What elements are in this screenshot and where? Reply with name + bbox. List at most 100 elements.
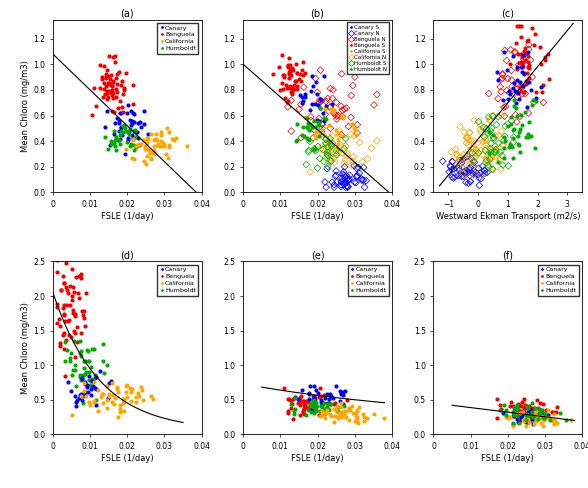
Point: [333, 407, 343, 415]
Point: [287, 400, 296, 407]
Point: [524, 52, 533, 60]
Title: (d): (d): [121, 251, 134, 261]
Point: [78, 399, 88, 407]
Point: [456, 170, 466, 178]
Point: [352, 413, 362, 421]
Point: [562, 416, 571, 424]
Point: [296, 134, 306, 142]
Point: [316, 145, 326, 153]
Point: [153, 140, 162, 147]
Point: [510, 48, 520, 56]
Point: [551, 407, 560, 415]
Point: [309, 145, 319, 153]
Point: [279, 73, 288, 81]
Point: [523, 48, 533, 56]
Point: [83, 347, 93, 355]
Point: [353, 407, 362, 415]
Point: [309, 397, 318, 405]
Point: [516, 63, 525, 71]
Point: [79, 315, 88, 323]
Point: [513, 22, 522, 30]
Point: [484, 158, 493, 165]
Point: [363, 155, 372, 163]
Point: [123, 136, 133, 143]
Point: [101, 73, 111, 81]
Point: [510, 409, 520, 417]
Point: [324, 395, 333, 403]
Point: [523, 69, 532, 77]
Point: [527, 24, 536, 32]
Point: [335, 127, 344, 135]
Point: [323, 400, 332, 407]
Point: [514, 405, 523, 413]
Point: [540, 414, 550, 422]
Point: [325, 137, 335, 145]
Point: [312, 134, 321, 142]
Point: [465, 129, 475, 137]
Point: [524, 405, 533, 412]
Point: [464, 141, 473, 149]
Point: [518, 90, 527, 98]
Point: [485, 155, 495, 163]
Point: [277, 51, 286, 59]
Point: [465, 129, 474, 137]
Point: [104, 80, 113, 87]
Point: [128, 154, 137, 162]
Point: [358, 176, 367, 184]
Point: [359, 163, 368, 171]
Point: [504, 162, 513, 170]
Point: [512, 104, 521, 112]
Point: [152, 131, 161, 139]
Point: [336, 413, 346, 421]
Point: [525, 417, 534, 425]
Point: [58, 272, 68, 280]
Point: [349, 157, 358, 165]
Point: [315, 104, 325, 112]
Point: [532, 409, 542, 417]
Point: [85, 372, 94, 380]
Point: [513, 89, 523, 97]
Point: [90, 374, 99, 382]
Point: [305, 124, 315, 132]
Point: [462, 168, 471, 176]
Point: [504, 122, 513, 129]
Point: [342, 396, 352, 404]
Point: [509, 408, 518, 416]
Point: [472, 170, 482, 178]
Point: [525, 408, 534, 416]
Point: [68, 306, 78, 314]
Point: [141, 142, 150, 150]
Point: [106, 137, 115, 144]
Point: [328, 139, 337, 147]
Point: [296, 91, 305, 99]
Point: [309, 393, 319, 401]
Point: [286, 84, 295, 92]
Point: [536, 61, 546, 68]
Point: [499, 143, 509, 151]
Point: [119, 121, 129, 129]
Point: [338, 114, 348, 122]
Point: [119, 398, 129, 406]
Point: [305, 138, 315, 145]
Point: [116, 140, 125, 147]
Point: [540, 57, 550, 64]
Point: [474, 164, 483, 172]
Point: [472, 165, 481, 173]
Point: [109, 127, 118, 135]
Point: [300, 113, 309, 121]
Point: [537, 412, 547, 420]
Point: [323, 142, 332, 150]
Point: [98, 390, 108, 398]
Point: [482, 159, 491, 166]
Point: [527, 73, 537, 81]
Point: [508, 84, 517, 92]
Point: [114, 68, 123, 76]
Point: [89, 378, 99, 386]
Legend: Canary S, Canary N, Benguela N, Benguela S, California S, California N, Humboldt: Canary S, Canary N, Benguela N, Benguela…: [347, 22, 389, 74]
Point: [59, 345, 69, 353]
Point: [113, 136, 122, 143]
Point: [124, 127, 133, 135]
Point: [328, 86, 338, 94]
Point: [503, 414, 513, 422]
Point: [119, 395, 129, 403]
